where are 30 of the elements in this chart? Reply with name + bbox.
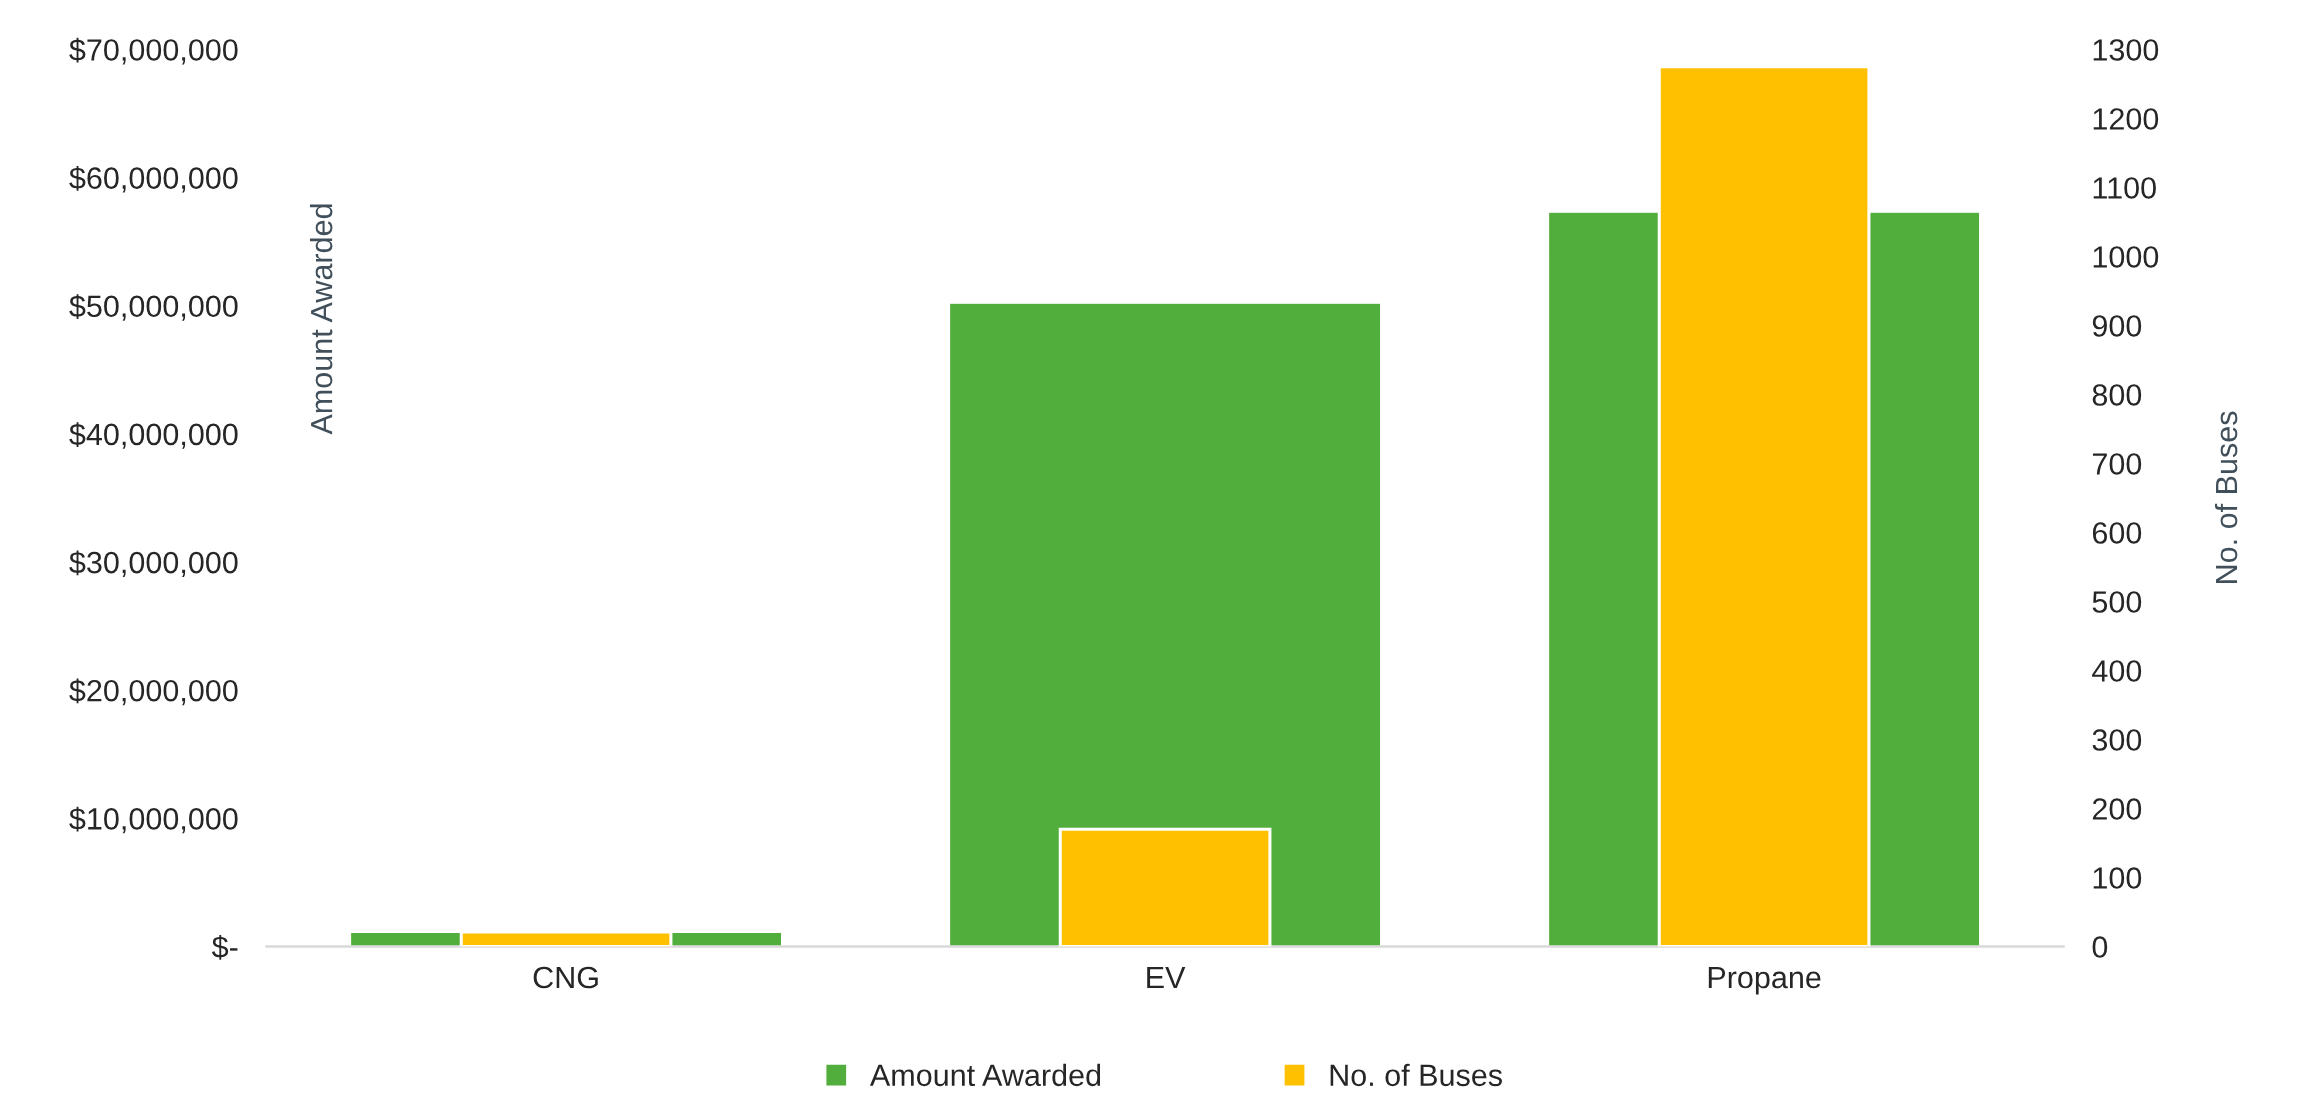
- y2-tick-label: 400: [2092, 660, 2142, 682]
- y-tick-label: $70,000,000: [69, 37, 238, 65]
- y2-tick-label: 200: [2092, 798, 2142, 820]
- y-axis-title: Amount Awarded: [309, 204, 333, 435]
- y2-tick-label: 800: [2092, 384, 2142, 406]
- y2-tick-label: 1000: [2093, 246, 2159, 268]
- y-tick-label: $20,000,000: [69, 678, 238, 706]
- y-tick-label: $40,000,000: [69, 422, 238, 449]
- y-tick-label: $60,000,000: [69, 166, 238, 193]
- y2-tick-label: 1300: [2093, 39, 2159, 61]
- y2-tick-label: 300: [2092, 729, 2142, 751]
- y2-tick-label: 1200: [2093, 108, 2159, 130]
- y2-tick-label: 900: [2092, 315, 2142, 337]
- x-tick-label: EV: [1147, 967, 1186, 989]
- bar: [948, 302, 1382, 947]
- x-tick-label: CNG: [533, 966, 598, 989]
- y2-tick-label: 1100: [2093, 177, 2156, 199]
- y-tick-label: $-: [211, 934, 238, 960]
- y2-tick-label: 500: [2092, 591, 2142, 613]
- y-tick-label: $50,000,000: [69, 294, 238, 321]
- y2-axis-title: No. of Buses: [2214, 411, 2238, 583]
- legend-label: No. of Buses: [1330, 1063, 1502, 1087]
- x-tick-label: Propane: [1708, 967, 1821, 995]
- y2-tick-label: 100: [2093, 867, 2142, 889]
- y2-tick-label: 600: [2092, 522, 2142, 544]
- y-tick-label: $10,000,000: [69, 806, 238, 834]
- y2-tick-label: 700: [2092, 453, 2142, 475]
- legend-label: Amount Awarded: [869, 1063, 1101, 1087]
- y-tick-label: $30,000,000: [69, 550, 238, 577]
- y2-tick-label: 0: [2092, 936, 2108, 958]
